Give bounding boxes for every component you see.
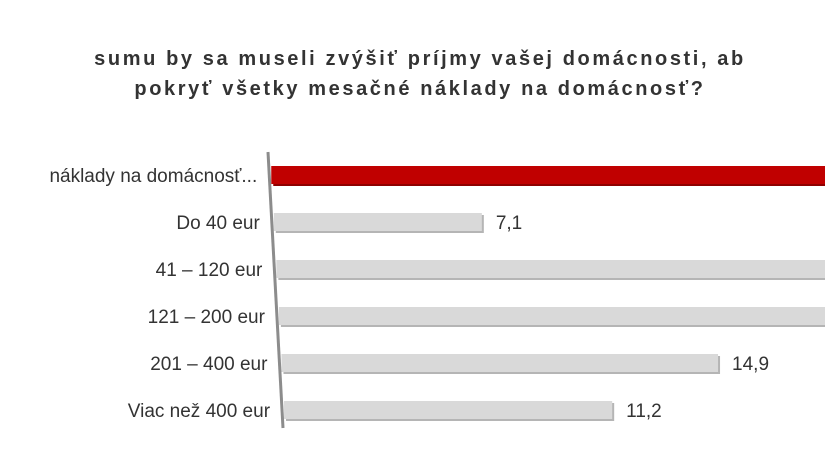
bar	[284, 401, 613, 419]
value-label: 14,9	[732, 354, 769, 375]
bar	[276, 260, 825, 278]
category-label: 201 – 400 eur	[150, 354, 268, 375]
category-label: Do 40 eur	[176, 213, 260, 234]
category-label: Viac než 400 eur	[128, 401, 271, 422]
category-labels-group: náklady na domácnosť... Do 40 eur 41 – 120…	[49, 166, 270, 422]
bar	[281, 354, 719, 372]
y-axis-line	[266, 151, 285, 429]
bar	[271, 166, 825, 184]
value-labels-group: 7,1 14,9 11,2	[496, 213, 769, 422]
category-label: náklady na domácnosť...	[49, 166, 257, 187]
value-label: 7,1	[496, 213, 522, 234]
chart-title-line-2: pokryť všetky mesačné náklady na domácno…	[134, 78, 706, 100]
chart-title-line-1: sumu by sa museli zvýšiť príjmy vašej do…	[94, 48, 746, 70]
chart-title: sumu by sa museli zvýšiť príjmy vašej do…	[0, 44, 825, 104]
value-label: 11,2	[626, 401, 662, 422]
bar	[278, 307, 825, 325]
category-label: 41 – 120 eur	[156, 260, 263, 281]
category-label: 121 – 200 eur	[148, 307, 266, 328]
bar	[273, 213, 482, 231]
bars-group	[271, 166, 825, 421]
